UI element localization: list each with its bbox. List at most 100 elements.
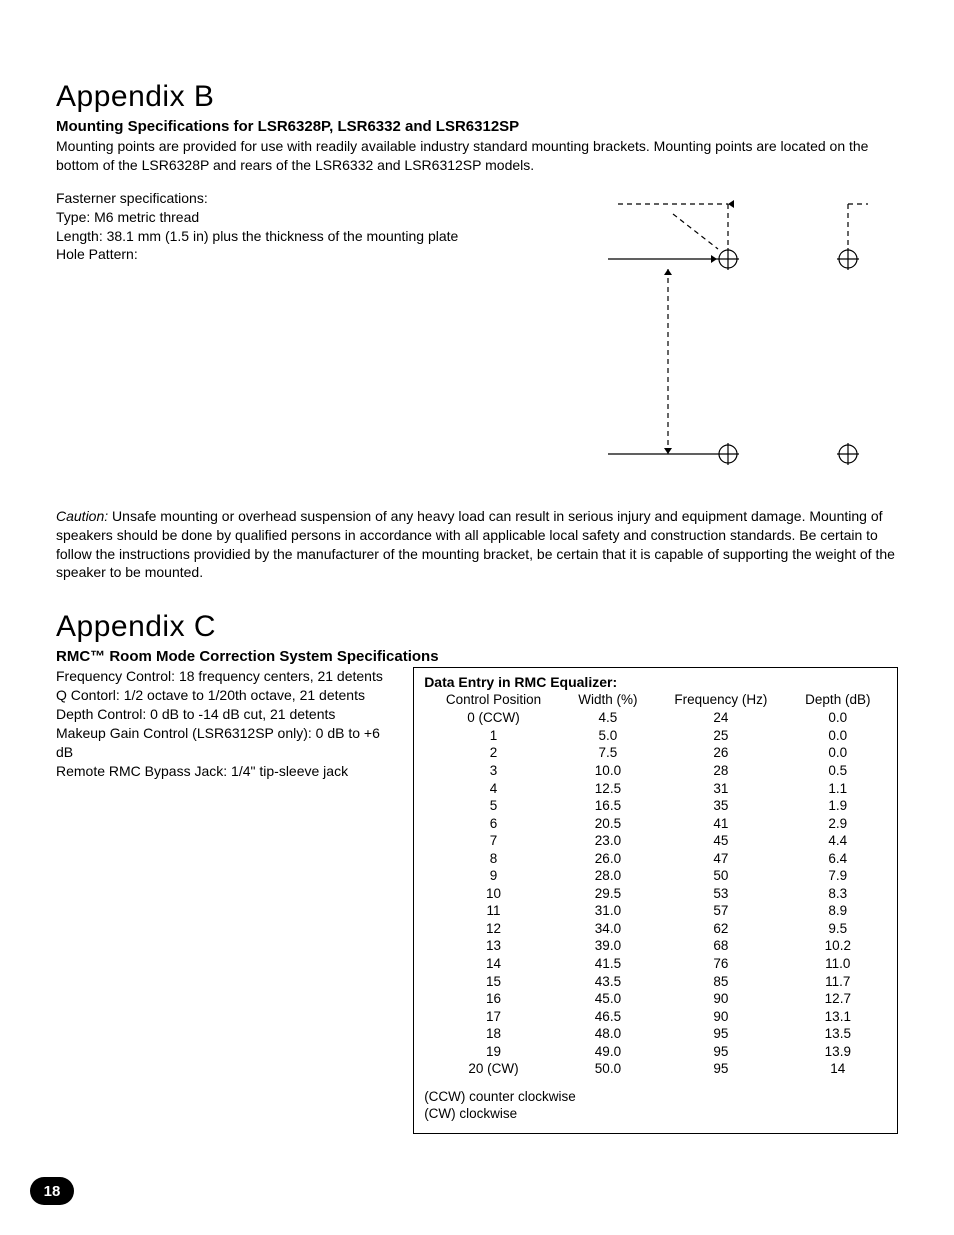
table-row: 1131.0578.9 bbox=[424, 902, 887, 920]
table-cell: 12.5 bbox=[563, 780, 653, 798]
table-row: 1543.58511.7 bbox=[424, 973, 887, 991]
table-cell: 20.5 bbox=[563, 815, 653, 833]
table-cell: 11.0 bbox=[789, 955, 887, 973]
table-cell: 13.9 bbox=[789, 1043, 887, 1061]
caution-lead: Caution: bbox=[56, 508, 108, 524]
table-cell: 62 bbox=[653, 920, 789, 938]
table-cell: 2.9 bbox=[789, 815, 887, 833]
table-cell: 7.5 bbox=[563, 744, 653, 762]
table-cell: 3 bbox=[424, 762, 563, 780]
table-cell: 34.0 bbox=[563, 920, 653, 938]
table-cell: 45 bbox=[653, 832, 789, 850]
table-cell: 13 bbox=[424, 937, 563, 955]
page-number-badge: 18 bbox=[30, 1177, 74, 1205]
table-cell: 50.0 bbox=[563, 1060, 653, 1078]
table-cell: 95 bbox=[653, 1043, 789, 1061]
table-cell: 14 bbox=[789, 1060, 887, 1078]
table-cell: 90 bbox=[653, 990, 789, 1008]
table-cell: 31 bbox=[653, 780, 789, 798]
table-cell: 28 bbox=[653, 762, 789, 780]
table-row: 412.5311.1 bbox=[424, 780, 887, 798]
table-cell: 9.5 bbox=[789, 920, 887, 938]
table-cell: 9 bbox=[424, 867, 563, 885]
table-row: 1339.06810.2 bbox=[424, 937, 887, 955]
table-cell: 8 bbox=[424, 850, 563, 868]
table-cell: 7 bbox=[424, 832, 563, 850]
table-cell: 5.0 bbox=[563, 727, 653, 745]
fastener-line-1: Fasterner specifications: bbox=[56, 189, 586, 208]
rmc-column-header: Control Position bbox=[424, 692, 563, 709]
appendix-b-title: Appendix B bbox=[56, 80, 898, 114]
rmc-spec-line: Frequency Control: 18 frequency centers,… bbox=[56, 667, 385, 686]
table-cell: 24 bbox=[653, 709, 789, 727]
table-cell: 12 bbox=[424, 920, 563, 938]
table-cell: 26 bbox=[653, 744, 789, 762]
table-cell: 95 bbox=[653, 1060, 789, 1078]
page-number: 18 bbox=[44, 1183, 61, 1200]
table-row: 1848.09513.5 bbox=[424, 1025, 887, 1043]
rmc-table-box: Data Entry in RMC Equalizer: Control Pos… bbox=[413, 667, 898, 1134]
rmc-table-footer: (CCW) counter clockwise (CW) clockwise bbox=[424, 1088, 887, 1123]
table-cell: 31.0 bbox=[563, 902, 653, 920]
table-cell: 1.1 bbox=[789, 780, 887, 798]
table-cell: 49.0 bbox=[563, 1043, 653, 1061]
fastener-line-2: Type: M6 metric thread bbox=[56, 208, 586, 227]
rmc-spec-line: Q Contorl: 1/2 octave to 1/20th octave, … bbox=[56, 686, 385, 705]
table-cell: 45.0 bbox=[563, 990, 653, 1008]
table-cell: 14 bbox=[424, 955, 563, 973]
table-cell: 76 bbox=[653, 955, 789, 973]
table-cell: 13.1 bbox=[789, 1008, 887, 1026]
rmc-spec-line: Makeup Gain Control (LSR6312SP only): 0 … bbox=[56, 724, 385, 762]
table-cell: 90 bbox=[653, 1008, 789, 1026]
caution-body: Unsafe mounting or overhead suspension o… bbox=[56, 508, 895, 581]
table-row: 1234.0629.5 bbox=[424, 920, 887, 938]
table-cell: 85 bbox=[653, 973, 789, 991]
table-cell: 47 bbox=[653, 850, 789, 868]
rmc-table: Control PositionWidth (%)Frequency (Hz)D… bbox=[424, 692, 887, 1077]
table-row: 826.0476.4 bbox=[424, 850, 887, 868]
table-cell: 29.5 bbox=[563, 885, 653, 903]
table-cell: 0.0 bbox=[789, 709, 887, 727]
table-row: 1029.5538.3 bbox=[424, 885, 887, 903]
table-cell: 0 (CCW) bbox=[424, 709, 563, 727]
table-cell: 11 bbox=[424, 902, 563, 920]
table-cell: 5 bbox=[424, 797, 563, 815]
table-cell: 57 bbox=[653, 902, 789, 920]
table-cell: 0.5 bbox=[789, 762, 887, 780]
table-cell: 43.5 bbox=[563, 973, 653, 991]
table-row: 1645.09012.7 bbox=[424, 990, 887, 1008]
table-cell: 7.9 bbox=[789, 867, 887, 885]
table-row: 0 (CCW)4.5240.0 bbox=[424, 709, 887, 727]
table-row: 723.0454.4 bbox=[424, 832, 887, 850]
table-cell: 10.2 bbox=[789, 937, 887, 955]
rmc-column-header: Depth (dB) bbox=[789, 692, 887, 709]
table-cell: 0.0 bbox=[789, 727, 887, 745]
table-row: 620.5412.9 bbox=[424, 815, 887, 833]
table-row: 15.0250.0 bbox=[424, 727, 887, 745]
table-cell: 12.7 bbox=[789, 990, 887, 1008]
table-cell: 8.3 bbox=[789, 885, 887, 903]
table-row: 310.0280.5 bbox=[424, 762, 887, 780]
table-cell: 15 bbox=[424, 973, 563, 991]
rmc-spec-line: Depth Control: 0 dB to -14 dB cut, 21 de… bbox=[56, 705, 385, 724]
table-cell: 6.4 bbox=[789, 850, 887, 868]
table-cell: 4.4 bbox=[789, 832, 887, 850]
table-row: 516.5351.9 bbox=[424, 797, 887, 815]
table-cell: 4.5 bbox=[563, 709, 653, 727]
table-row: 1746.59013.1 bbox=[424, 1008, 887, 1026]
appendix-b-intro: Mounting points are provided for use wit… bbox=[56, 137, 898, 175]
table-cell: 11.7 bbox=[789, 973, 887, 991]
table-row: 928.0507.9 bbox=[424, 867, 887, 885]
rmc-column-header: Frequency (Hz) bbox=[653, 692, 789, 709]
table-cell: 95 bbox=[653, 1025, 789, 1043]
appendix-c-title: Appendix C bbox=[56, 610, 898, 644]
table-cell: 16.5 bbox=[563, 797, 653, 815]
table-cell: 10.0 bbox=[563, 762, 653, 780]
table-row: 1949.09513.9 bbox=[424, 1043, 887, 1061]
table-cell: 20 (CW) bbox=[424, 1060, 563, 1078]
table-cell: 13.5 bbox=[789, 1025, 887, 1043]
rmc-footer-ccw: (CCW) counter clockwise bbox=[424, 1088, 887, 1106]
table-cell: 2 bbox=[424, 744, 563, 762]
table-cell: 10 bbox=[424, 885, 563, 903]
table-cell: 23.0 bbox=[563, 832, 653, 850]
